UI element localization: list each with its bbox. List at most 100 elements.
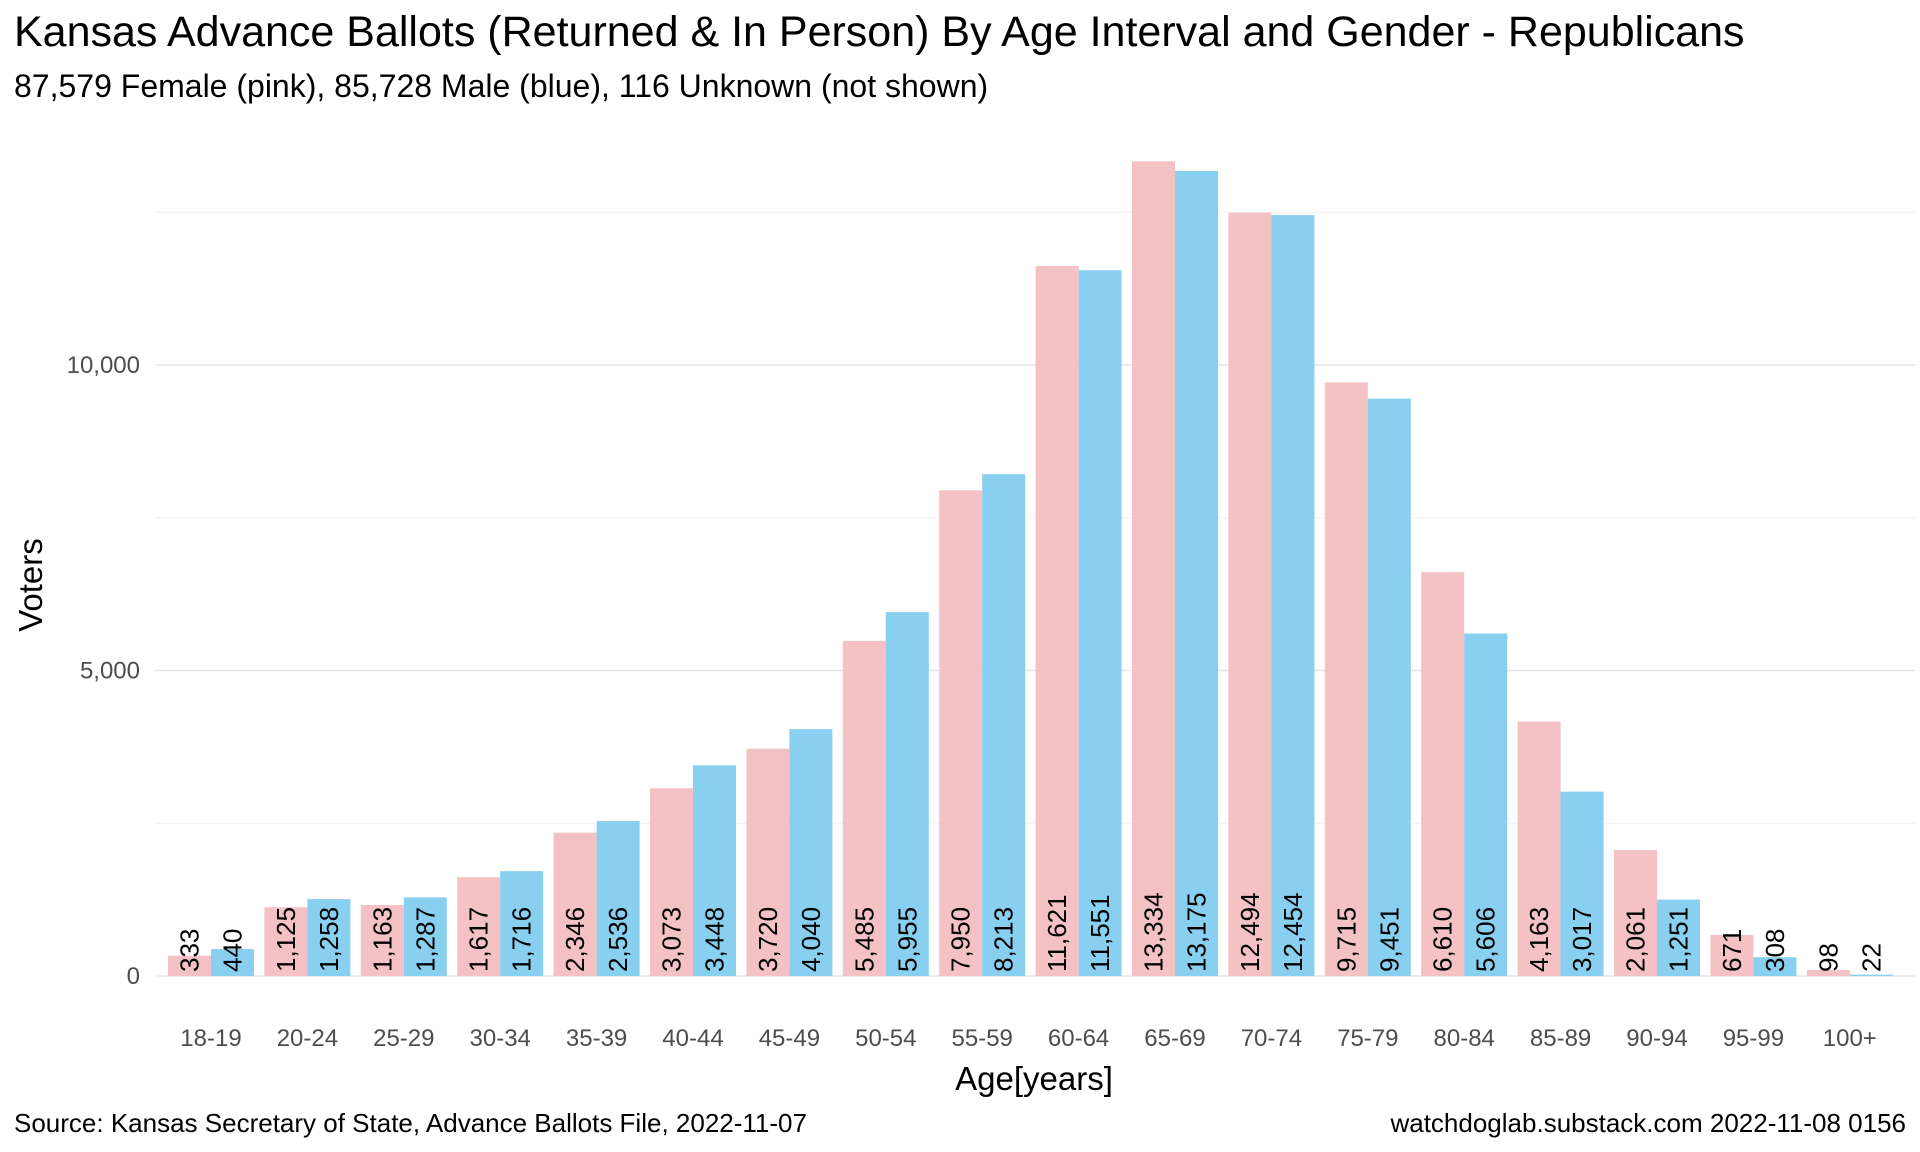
y-tick-label: 0: [127, 963, 140, 990]
data-label-male-35-39: 2,536: [603, 907, 633, 972]
bar-female-95-99: [1710, 935, 1754, 976]
data-label-female-75-79: 9,715: [1331, 907, 1361, 972]
data-label-male-70-74: 12,454: [1278, 892, 1308, 972]
bar-male-35-39: [596, 821, 640, 976]
data-label-male-40-44: 3,448: [700, 907, 730, 972]
bar-female-30-34: [457, 877, 501, 976]
bar-male-40-44: [693, 765, 736, 976]
data-label-female-80-84: 6,610: [1428, 907, 1458, 972]
bar-female-55-59: [939, 490, 983, 976]
x-axis-title: Age[years]: [955, 1060, 1113, 1097]
bar-female-80-84: [1421, 572, 1465, 976]
bar-female-70-74: [1228, 212, 1272, 977]
bar-male-55-59: [982, 474, 1026, 976]
bar-male-25-29: [403, 897, 447, 976]
chart-title: Kansas Advance Ballots (Returned & In Pe…: [14, 8, 1745, 56]
x-tick-label: 60-64: [1048, 1025, 1109, 1052]
data-label-male-55-59: 8,213: [989, 907, 1019, 972]
data-label-male-85-89: 3,017: [1567, 907, 1597, 972]
data-label-female-55-59: 7,950: [946, 907, 976, 972]
data-label-male-90-94: 1,251: [1664, 907, 1694, 972]
x-tick-label: 65-69: [1144, 1025, 1205, 1052]
bar-female-40-44: [650, 788, 693, 976]
data-label-female-20-24: 1,125: [271, 907, 301, 972]
data-label-female-70-74: 12,494: [1235, 892, 1265, 972]
data-label-male-50-54: 5,955: [892, 907, 922, 972]
x-tick-label: 18-19: [180, 1025, 241, 1052]
bar-female-18-19: [168, 955, 211, 976]
x-tick-label: 25-29: [373, 1025, 434, 1052]
bar-female-25-29: [360, 904, 404, 976]
data-label-female-35-39: 2,346: [560, 907, 590, 972]
data-label-female-85-89: 4,163: [1524, 907, 1554, 972]
data-label-male-25-29: 1,287: [410, 907, 440, 972]
x-axis-ticks: 18-19 20-24 25-29 30-34 35-39 40-44 45-49 50-54…: [180, 1025, 1877, 1052]
data-label-male-95-99: 308: [1760, 929, 1790, 972]
x-tick-label: 50-54: [855, 1025, 916, 1052]
data-label-male-60-64: 11,551: [1085, 894, 1115, 972]
bar-male-100+: [1849, 974, 1893, 976]
data-label-female-100+: 98: [1813, 943, 1843, 972]
x-tick-label: 70-74: [1241, 1025, 1302, 1052]
x-tick-label: 100+: [1823, 1025, 1877, 1052]
bar-female-75-79: [1324, 382, 1368, 976]
bar-male-80-84: [1464, 633, 1508, 976]
data-label-male-80-84: 5,606: [1471, 907, 1501, 972]
chart-subtitle: 87,579 Female (pink), 85,728 Male (blue)…: [14, 68, 989, 104]
bar-male-95-99: [1753, 957, 1797, 976]
x-tick-label: 95-99: [1723, 1025, 1784, 1052]
bar-male-18-19: [211, 949, 254, 976]
bar-female-65-69: [1132, 161, 1175, 976]
data-label-female-25-29: 1,163: [367, 907, 397, 972]
data-label-male-45-49: 4,040: [796, 907, 826, 972]
data-label-female-18-19: 333: [175, 929, 205, 972]
bar-male-90-94: [1657, 899, 1700, 976]
data-label-female-65-69: 13,334: [1139, 892, 1169, 972]
data-label-male-30-34: 1,716: [507, 907, 537, 972]
data-label-female-40-44: 3,073: [657, 907, 687, 972]
bar-female-45-49: [746, 748, 790, 976]
bar-female-50-54: [842, 640, 886, 976]
data-label-female-60-64: 11,621: [1042, 894, 1072, 972]
data-label-male-18-19: 440: [218, 929, 248, 972]
x-tick-label: 75-79: [1337, 1025, 1398, 1052]
bar-male-50-54: [885, 612, 929, 976]
y-tick-label: 5,000: [80, 658, 140, 685]
data-label-female-30-34: 1,617: [464, 907, 494, 972]
bar-female-85-89: [1517, 721, 1561, 976]
data-label-female-95-99: 671: [1717, 929, 1747, 972]
bar-male-45-49: [789, 729, 833, 976]
bar-male-65-69: [1175, 171, 1218, 976]
source-note: Source: Kansas Secretary of State, Advan…: [14, 1108, 807, 1138]
x-tick-label: 30-34: [470, 1025, 531, 1052]
data-label-male-65-69: 13,175: [1182, 892, 1212, 972]
bar-male-30-34: [500, 871, 544, 976]
credit-note: watchdoglab.substack.com 2022-11-08 0156: [1390, 1108, 1906, 1138]
bar-male-85-89: [1560, 791, 1604, 976]
x-tick-label: 40-44: [662, 1025, 723, 1052]
bar-female-35-39: [553, 832, 597, 976]
x-tick-label: 80-84: [1434, 1025, 1495, 1052]
x-tick-label: 90-94: [1626, 1025, 1687, 1052]
data-label-female-50-54: 5,485: [849, 907, 879, 972]
bar-male-75-79: [1367, 398, 1411, 976]
bar-male-20-24: [307, 899, 351, 976]
data-label-male-75-79: 9,451: [1374, 907, 1404, 972]
bar-labels: 333 440 1,125 1,258 1,163 1,287 1,617 1,716 2,34…: [175, 892, 1887, 972]
y-tick-label: 10,000: [67, 352, 140, 379]
bar-female-90-94: [1614, 850, 1657, 976]
x-tick-label: 20-24: [277, 1025, 338, 1052]
data-label-male-100+: 22: [1856, 943, 1886, 972]
x-tick-label: 35-39: [566, 1025, 627, 1052]
x-tick-label: 45-49: [759, 1025, 820, 1052]
y-axis-ticks: 0 5,000 10,000: [67, 352, 140, 990]
bar-male-60-64: [1078, 270, 1122, 976]
y-axis-title: Voters: [12, 538, 49, 632]
data-label-female-90-94: 2,061: [1621, 907, 1651, 972]
bar-male-70-74: [1271, 215, 1315, 976]
data-label-male-20-24: 1,258: [314, 907, 344, 972]
x-tick-label: 55-59: [952, 1025, 1013, 1052]
bar-female-20-24: [264, 907, 308, 976]
bar-female-100+: [1806, 970, 1850, 976]
